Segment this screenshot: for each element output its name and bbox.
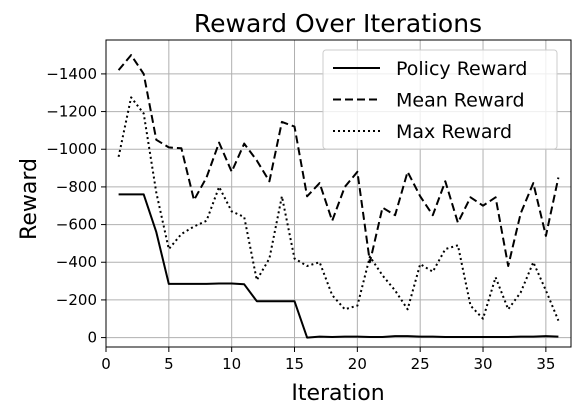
policy-reward-line [118,193,559,339]
y-tick-label: −800 [56,178,97,196]
max-reward-legend-label: Max Reward [396,121,512,143]
policy-reward-legend-label: Policy Reward [396,58,527,80]
mean-reward-legend-label: Mean Reward [396,90,525,112]
plot-frame [105,39,572,348]
x-axis-label: Iteration [291,381,384,406]
y-tick-label: −1200 [46,103,97,121]
mean-reward-line [117,54,560,267]
legend: Policy Reward Mean Reward Max Reward [322,49,558,150]
y-tick-label: −1000 [46,140,97,158]
legend-box [322,49,558,150]
max-reward-line [117,96,560,321]
series-layer [117,54,560,339]
y-tick-label: −600 [56,216,97,234]
x-tick-label: 20 [348,355,367,373]
x-tick-label: 25 [411,355,430,373]
y-tick-label: 0 [87,329,97,347]
chart-title: Reward Over Iterations [194,9,482,38]
y-tick-label: −200 [56,291,97,309]
y-axis-label: Reward [17,158,42,240]
x-tick-label: 5 [164,355,174,373]
x-tick-label: 35 [536,355,555,373]
y-tick-label: −1400 [46,65,97,83]
x-tick-label: 10 [222,355,241,373]
x-tick-label: 15 [285,355,304,373]
x-tick-label: 30 [473,355,492,373]
x-tick-label: 0 [101,355,111,373]
y-tick-label: −400 [56,253,97,271]
axis-ticks: 0 5 10 15 20 25 30 35 0 −200 −400 −600 −800 −1000 −120… [46,65,555,373]
